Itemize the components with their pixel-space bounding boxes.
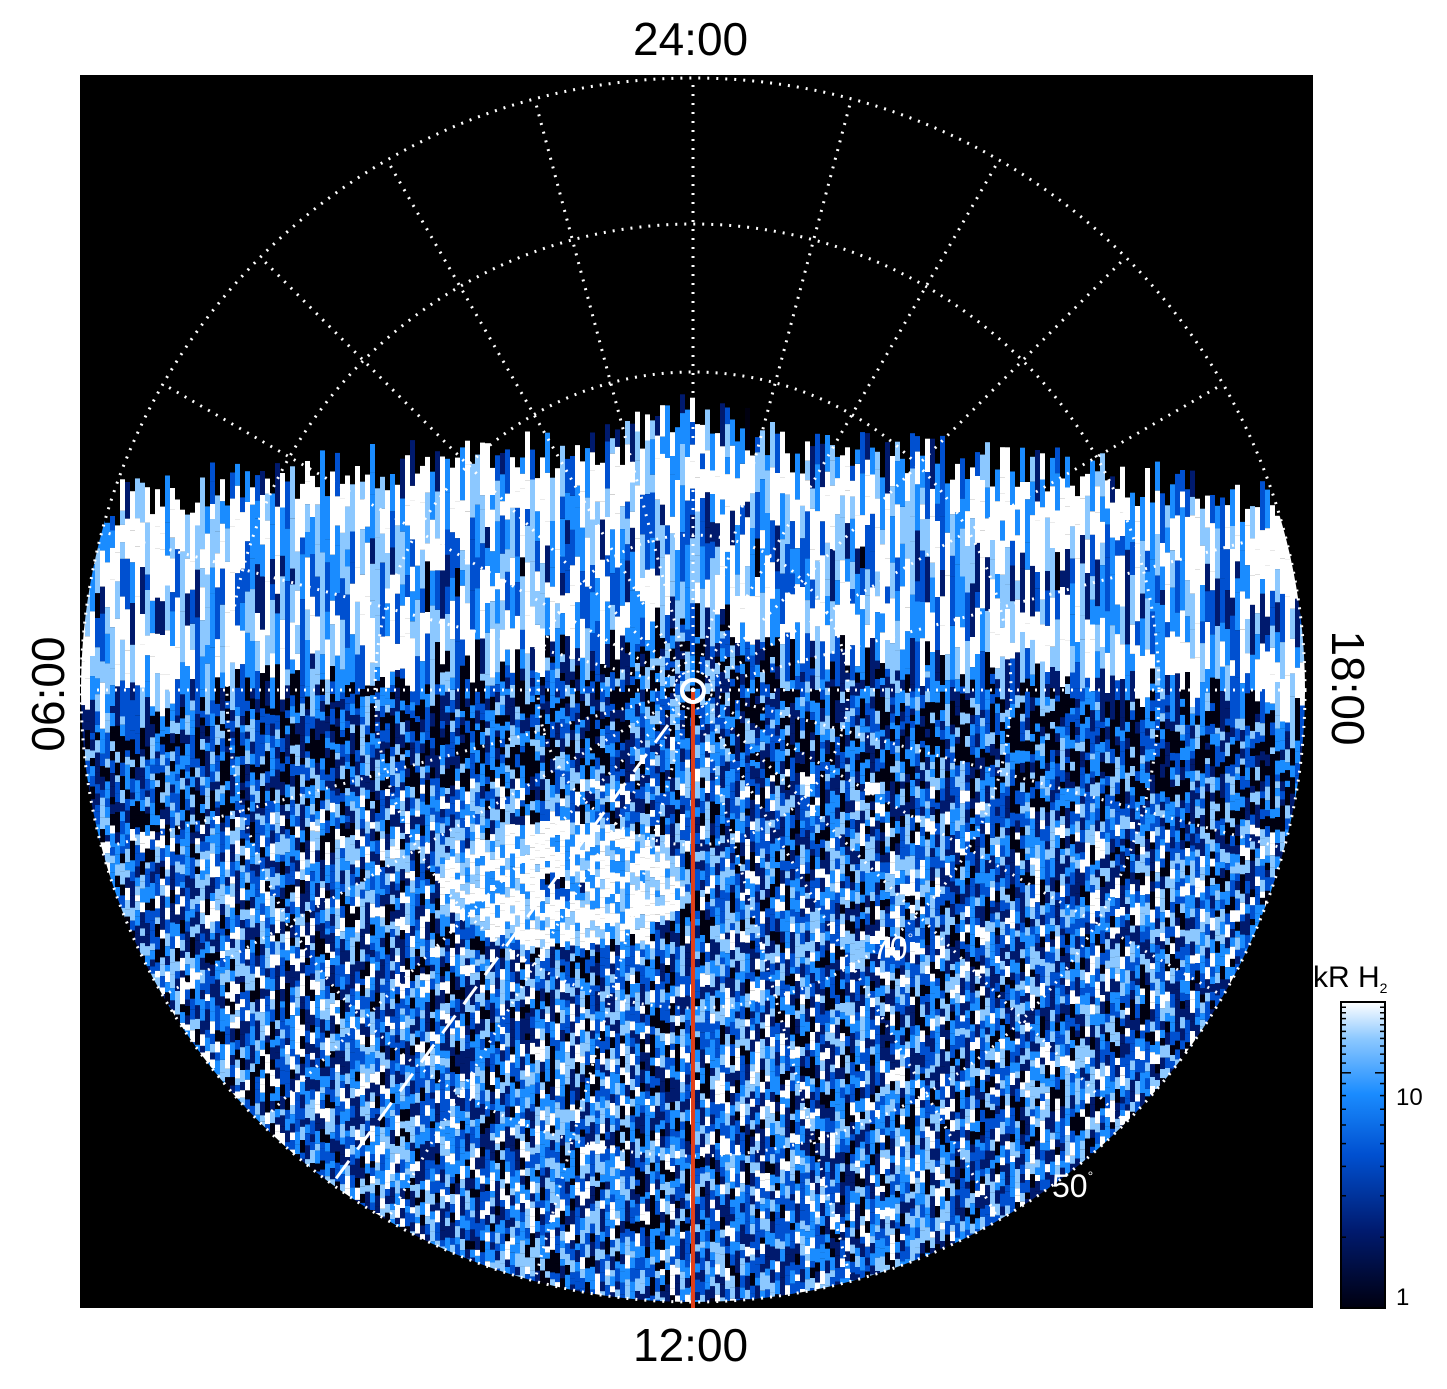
colorbar-tick-10: 10 — [1396, 1084, 1423, 1112]
local-time-label-bottom: 12:00 — [633, 1322, 748, 1368]
local-time-label-right: 18:00 — [1325, 630, 1371, 745]
colorbar-title-text: kR H — [1313, 961, 1380, 994]
lat-label-70: 70° — [872, 930, 913, 966]
colorbar — [1341, 1002, 1385, 1308]
colorbar-title-subscript: 2 — [1380, 980, 1388, 996]
local-time-label-left: 06:00 — [25, 636, 71, 751]
lat-label-50: 50° — [1052, 1168, 1093, 1204]
colorbar-tick-1: 1 — [1396, 1284, 1409, 1312]
colorbar-title: kR H2 — [1313, 961, 1387, 996]
local-time-label-top: 24:00 — [633, 16, 748, 62]
